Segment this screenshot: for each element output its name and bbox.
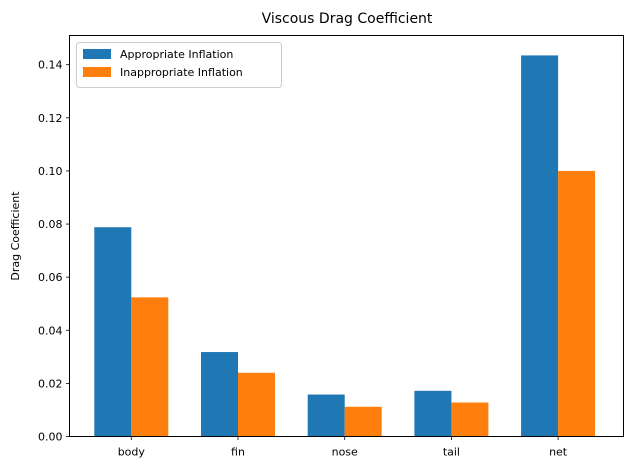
y-tick-label: 0.10 xyxy=(38,165,63,178)
legend: Appropriate Inflation Inappropriate Infla… xyxy=(76,42,282,88)
x-tick-label-fin: fin xyxy=(231,446,245,459)
bar-net-series-1 xyxy=(521,55,559,437)
legend-frame xyxy=(76,42,282,88)
bar-body-series-2 xyxy=(131,297,169,437)
y-tick-label: 0.06 xyxy=(38,271,63,284)
legend-swatch-2 xyxy=(83,67,111,77)
legend-swatch-1 xyxy=(83,49,111,59)
bar-fin-series-1 xyxy=(201,352,238,437)
bar-tail-series-1 xyxy=(414,390,452,437)
y-tick-label: 0.14 xyxy=(38,59,63,72)
y-tick-label: 0.04 xyxy=(38,324,63,337)
y-axis-label: Drag Coefficient xyxy=(9,191,22,281)
bar-fin-series-2 xyxy=(238,372,275,437)
bar-nose-series-1 xyxy=(307,394,345,437)
y-axis-ticks: 0.00 0.02 0.04 0.06 0.08 0.10 0.12 0.14 xyxy=(38,59,70,444)
bar-nose-series-2 xyxy=(344,406,382,437)
y-tick-label: 0.02 xyxy=(38,377,63,390)
x-tick-label-net: net xyxy=(549,446,568,459)
bars-group xyxy=(94,55,596,437)
x-tick-label-nose: nose xyxy=(332,446,358,459)
legend-entry-2: Inappropriate Inflation xyxy=(120,66,243,79)
plot-frame xyxy=(69,35,624,437)
bar-net-series-2 xyxy=(558,170,596,437)
chart-title: Viscous Drag Coefficient xyxy=(262,11,433,27)
bar-tail-series-2 xyxy=(451,402,489,437)
y-tick-label: 0.08 xyxy=(38,218,63,231)
x-tick-label-body: body xyxy=(118,446,146,459)
bar-body-series-1 xyxy=(94,227,132,437)
x-tick-label-tail: tail xyxy=(443,446,460,459)
y-tick-label: 0.00 xyxy=(38,431,63,444)
legend-entry-1: Appropriate Inflation xyxy=(120,48,233,61)
x-axis-ticks: body fin nose tail net xyxy=(118,436,568,459)
y-tick-label: 0.12 xyxy=(38,112,63,125)
